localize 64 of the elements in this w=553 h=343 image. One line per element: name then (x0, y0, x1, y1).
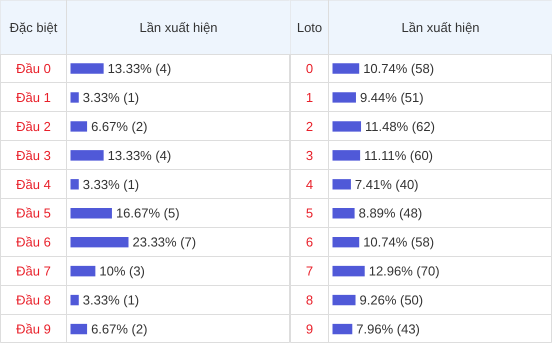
y-tick-label: Đầu 1 (16, 90, 51, 105)
bar (332, 208, 355, 218)
y-tick-label: Đầu 5 (16, 206, 51, 221)
data-label: 7.41% (40) (354, 176, 419, 192)
data-label: 10.74% (58) (363, 234, 434, 250)
bar (70, 208, 112, 218)
data-label: 10% (3) (99, 264, 145, 279)
bar (70, 179, 79, 190)
data-label: 11.11% (60) (364, 148, 434, 163)
data-label: 16.67% (5) (116, 206, 180, 221)
y-axis-title: Loto (296, 20, 322, 35)
y-tick-label: Đầu 8 (16, 292, 51, 308)
y-tick-label: Đầu 0 (16, 61, 51, 76)
data-label: 3.33% (1) (82, 90, 140, 105)
bar (332, 294, 356, 306)
bar (332, 266, 365, 276)
data-label: 8.89% (48) (358, 206, 422, 221)
bar (70, 236, 128, 248)
y-tick-label: 5 (306, 206, 314, 221)
data-label: 13.33% (4) (108, 61, 172, 76)
bar (332, 92, 356, 103)
data-label: 10.74% (58) (363, 61, 434, 76)
bar (332, 236, 360, 248)
bar (70, 92, 79, 103)
bar (70, 324, 88, 334)
y-tick-label: Đầu 7 (16, 264, 51, 279)
y-tick-label: 3 (306, 148, 314, 163)
y-tick-label: 1 (306, 90, 314, 105)
y-tick-label: 0 (306, 61, 314, 76)
bar (70, 150, 104, 161)
bar (70, 266, 96, 276)
y-axis-title: Đặc biệt (10, 20, 58, 35)
x-axis-title: Lần xuất hiện (401, 20, 480, 35)
bar (332, 150, 360, 161)
data-label: 9.26% (50) (360, 292, 424, 308)
bar (332, 63, 360, 74)
data-label: 3.33% (1) (82, 176, 140, 192)
bar (70, 63, 104, 74)
data-label: 13.33% (4) (108, 148, 172, 163)
y-tick-label: Đầu 4 (16, 176, 51, 192)
y-tick-label: Đầu 9 (16, 322, 51, 337)
data-label: 12.96% (70) (368, 264, 440, 279)
bar (70, 121, 88, 132)
data-label: 6.67% (2) (91, 118, 148, 134)
y-tick-label: 6 (306, 234, 314, 250)
y-tick-label: 9 (306, 322, 314, 337)
data-label: 23.33% (7) (132, 234, 196, 250)
x-axis-title: Lần xuất hiện (139, 20, 218, 35)
bar (332, 324, 352, 334)
data-label: 11.48% (62) (365, 118, 435, 134)
y-tick-label: 8 (306, 292, 314, 308)
bar (332, 179, 351, 190)
data-label: 7.96% (43) (356, 322, 420, 337)
bar (70, 294, 79, 306)
data-label: 6.67% (2) (91, 322, 148, 337)
y-tick-label: 2 (306, 118, 314, 134)
y-tick-label: Đầu 6 (16, 234, 51, 250)
data-label: 9.44% (51) (360, 90, 424, 105)
y-tick-label: 7 (306, 264, 314, 279)
bar (332, 121, 362, 132)
y-tick-label: Đầu 2 (16, 118, 51, 134)
y-tick-label: 4 (306, 176, 314, 192)
y-tick-label: Đầu 3 (16, 148, 51, 163)
data-label: 3.33% (1) (82, 292, 140, 308)
